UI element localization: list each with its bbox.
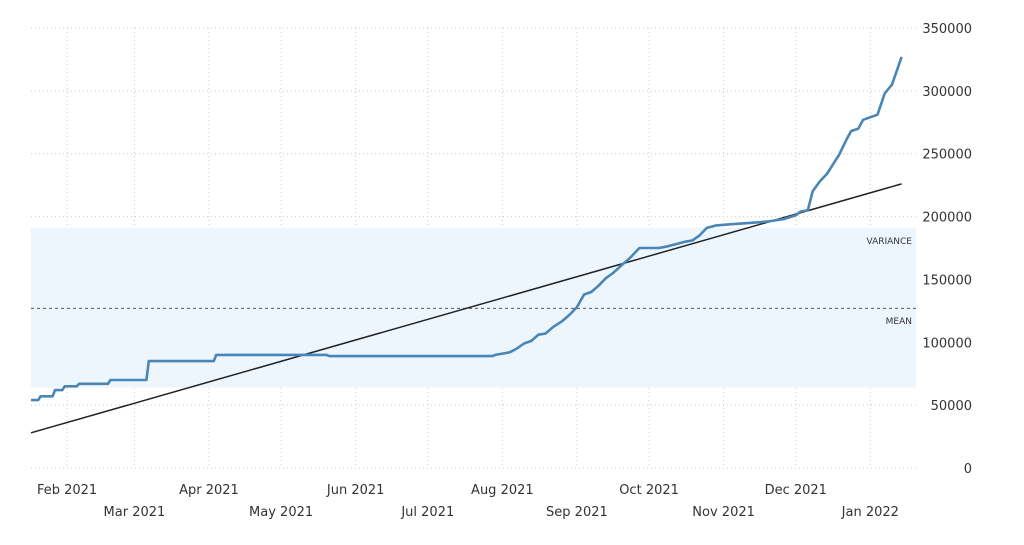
y-axis-ticks: 0 50000 100000 150000 200000 250000 300000 3500…	[922, 22, 972, 477]
series-line	[31, 56, 903, 402]
x-tick-label: Dec 2021	[765, 483, 827, 498]
trend-line	[30, 183, 902, 434]
series-layer	[31, 56, 903, 402]
x-tick-label: Oct 2021	[619, 483, 679, 498]
variance-band	[31, 227, 916, 388]
band-labels: VARIANCE MEAN	[866, 237, 912, 327]
x-tick-label: Apr 2021	[179, 483, 239, 498]
variance-label: VARIANCE	[866, 237, 912, 247]
x-tick-label: Mar 2021	[104, 505, 166, 520]
x-tick-label: Sep 2021	[546, 505, 608, 520]
x-tick-label: Aug 2021	[471, 483, 534, 498]
y-tick-label: 100000	[922, 336, 972, 351]
x-axis-ticks: Feb 2021 Mar 2021 Apr 2021 May 2021 Jun 2021…	[37, 483, 899, 520]
x-tick-label: Jan 2022	[841, 505, 899, 520]
x-tick-label: May 2021	[249, 505, 313, 520]
y-tick-label: 200000	[922, 211, 972, 226]
mean-label: MEAN	[886, 317, 912, 327]
y-tick-label: 150000	[922, 273, 972, 288]
y-tick-label: 0	[964, 462, 972, 477]
y-tick-label: 350000	[922, 22, 972, 37]
variance-band-rect	[31, 227, 916, 388]
x-tick-label: Jul 2021	[400, 505, 454, 520]
trend-line-path	[30, 183, 902, 434]
x-tick-label: Nov 2021	[692, 505, 755, 520]
y-tick-label: 300000	[922, 85, 972, 100]
y-tick-label: 50000	[931, 399, 972, 414]
y-tick-label: 250000	[922, 148, 972, 163]
x-tick-label: Feb 2021	[37, 483, 97, 498]
x-tick-label: Jun 2021	[326, 483, 385, 498]
